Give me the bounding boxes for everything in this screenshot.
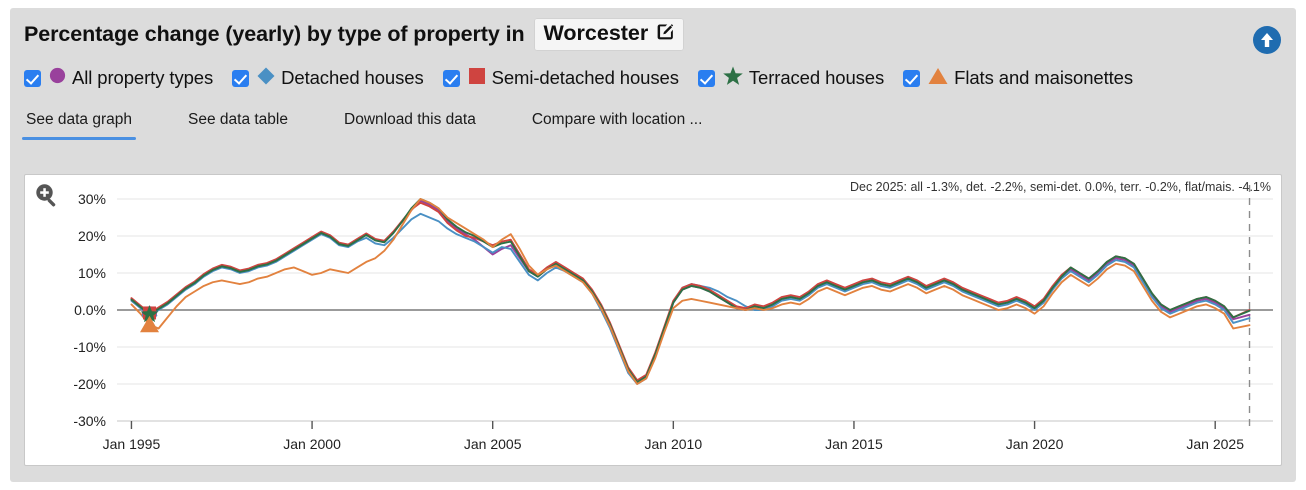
checkbox-flats-and-maisonettes[interactable]: [903, 69, 921, 87]
legend-item-detached-houses[interactable]: Detached houses: [232, 66, 424, 91]
tab-compare-with-location[interactable]: Compare with location ...: [531, 111, 703, 128]
square-marker-icon: [467, 66, 487, 91]
view-tabs: See data graph See data table Download t…: [10, 96, 1296, 140]
y-axis-tick-label: -30%: [73, 413, 106, 429]
legend-item-terraced-houses[interactable]: Terraced houses: [697, 65, 885, 92]
series-marker-4: [140, 315, 160, 333]
legend-label-all-property-types: All property types: [72, 67, 214, 88]
line-chart-plot: 30% 20% 10% 0.0% -10% -20% -30% Jan 1995 Jan 200…: [73, 185, 1273, 452]
x-axis-tick-label: Jan 2005: [464, 436, 522, 452]
diamond-marker-icon: [256, 66, 276, 91]
magnifier-plus-icon[interactable]: [33, 181, 61, 209]
tab-see-data-table[interactable]: See data table: [188, 111, 288, 128]
y-axis-tick-label: 10%: [78, 265, 106, 281]
triangle-marker-icon: [927, 66, 949, 91]
edit-pencil-icon[interactable]: [655, 21, 676, 47]
series-legend: All property types Detached houses Semi-…: [10, 60, 1296, 96]
legend-label-flats-and-maisonettes: Flats and maisonettes: [954, 67, 1134, 88]
property-chart-panel: Percentage change (yearly) by type of pr…: [10, 8, 1296, 482]
tab-download-this-data[interactable]: Download this data: [344, 111, 476, 128]
checkbox-semi-detached-houses[interactable]: [442, 69, 460, 87]
circle-marker-icon: [48, 66, 67, 90]
y-axis-tick-label: -10%: [73, 339, 106, 355]
checkbox-all-property-types[interactable]: [24, 69, 41, 87]
x-axis-tick-label: Jan 2025: [1186, 436, 1244, 452]
series-line-2: [130, 201, 1251, 382]
x-axis-tick-label: Jan 2010: [645, 436, 703, 452]
x-axis-tick-label: Jan 1995: [103, 436, 161, 452]
series-line-4: [130, 198, 1251, 385]
series-line-3: [130, 198, 1251, 384]
legend-item-semi-detached-houses[interactable]: Semi-detached houses: [442, 66, 679, 91]
location-name: Worcester: [543, 21, 649, 45]
series-marker-3: [140, 304, 159, 323]
x-axis-tick-label: Jan 2015: [825, 436, 883, 452]
legend-item-all-property-types[interactable]: All property types: [24, 66, 213, 90]
page-title: Percentage change (yearly) by type of pr…: [24, 21, 525, 46]
location-selector[interactable]: Worcester: [533, 17, 685, 51]
series-line-0: [130, 199, 1251, 384]
legend-label-semi-detached-houses: Semi-detached houses: [491, 67, 679, 88]
checkbox-detached-houses[interactable]: [232, 69, 250, 87]
legend-item-flats-and-maisonettes[interactable]: Flats and maisonettes: [903, 66, 1133, 91]
legend-label-terraced-houses: Terraced houses: [748, 67, 885, 88]
tab-see-data-graph[interactable]: See data graph: [21, 111, 137, 140]
latest-values-annotation: Dec 2025: all -1.3%, det. -2.2%, semi-de…: [849, 180, 1271, 194]
scroll-to-top-button[interactable]: [1252, 25, 1282, 55]
chart-container: Dec 2025: all -1.3%, det. -2.2%, semi-de…: [24, 174, 1282, 466]
y-axis-tick-label: 20%: [78, 228, 106, 244]
star-marker-icon: [722, 65, 744, 92]
y-axis-tick-label: 0.0%: [74, 302, 106, 318]
panel-header: Percentage change (yearly) by type of pr…: [10, 8, 1296, 60]
x-axis-tick-label: Jan 2020: [1006, 436, 1064, 452]
y-axis-tick-label: 30%: [78, 191, 106, 207]
x-axis-tick-label: Jan 2000: [283, 436, 341, 452]
legend-label-detached-houses: Detached houses: [281, 67, 424, 88]
checkbox-terraced-houses[interactable]: [697, 69, 715, 87]
y-axis-tick-label: -20%: [73, 376, 106, 392]
